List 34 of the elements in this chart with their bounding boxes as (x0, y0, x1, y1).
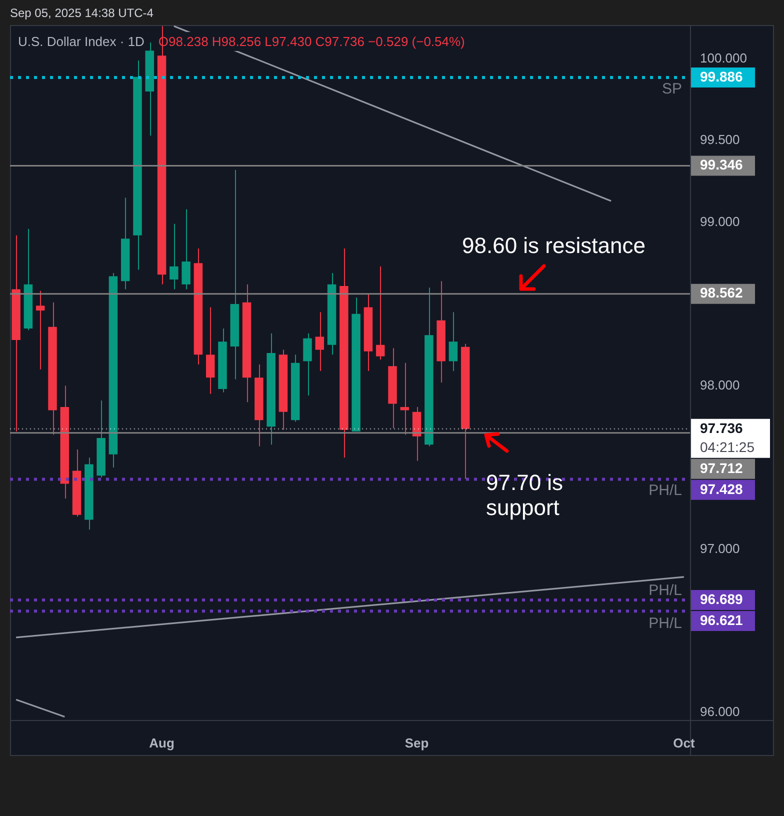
ref-line-label: 97.736 04:21:25 (700, 420, 755, 455)
y-tick-label: 96.000 (700, 704, 740, 720)
annotation: PH/L (648, 582, 682, 600)
annotation: 98.60 is resistance (462, 233, 646, 258)
text: Sep 05, 2025 14:38 UTC-4 (10, 6, 154, 20)
y-tick-label: 98.000 (700, 377, 740, 392)
candlestick (376, 266, 385, 360)
candlestick (36, 290, 45, 370)
x-tick-label: Aug (149, 735, 174, 750)
candlestick (170, 223, 178, 290)
x-tick-label: Oct (673, 735, 696, 750)
candlestick (315, 312, 324, 372)
annotation: SP (662, 80, 682, 98)
ref-line-label: 99.346 (700, 156, 744, 173)
ref-line-label: 99.886 (700, 68, 744, 84)
ref-line-label: 96.689 (700, 590, 744, 607)
ref-line-label: 96.621 (700, 612, 744, 628)
candlestick (448, 312, 458, 372)
x-tick-label: Sep (404, 735, 429, 750)
annotation: 97.70 is support (486, 470, 564, 520)
ref-line-label: 98.562 (700, 284, 744, 301)
ref-line-label: 97.712 (700, 460, 744, 476)
ref-line-label: 97.428 (700, 480, 744, 497)
candlestick (206, 306, 215, 394)
y-tick-label: 97.000 (700, 540, 740, 556)
annotation: PH/L (648, 615, 682, 632)
annotation: PH/L (648, 482, 682, 500)
text: U.S. Dollar Index · 1D (18, 34, 144, 49)
y-tick-label: 99.500 (700, 132, 740, 148)
candlestick (400, 362, 410, 436)
y-tick-label: 99.000 (700, 214, 740, 229)
y-tick-label: 100.000 (700, 50, 747, 66)
candlestick (303, 332, 312, 396)
candlestick (182, 208, 190, 290)
